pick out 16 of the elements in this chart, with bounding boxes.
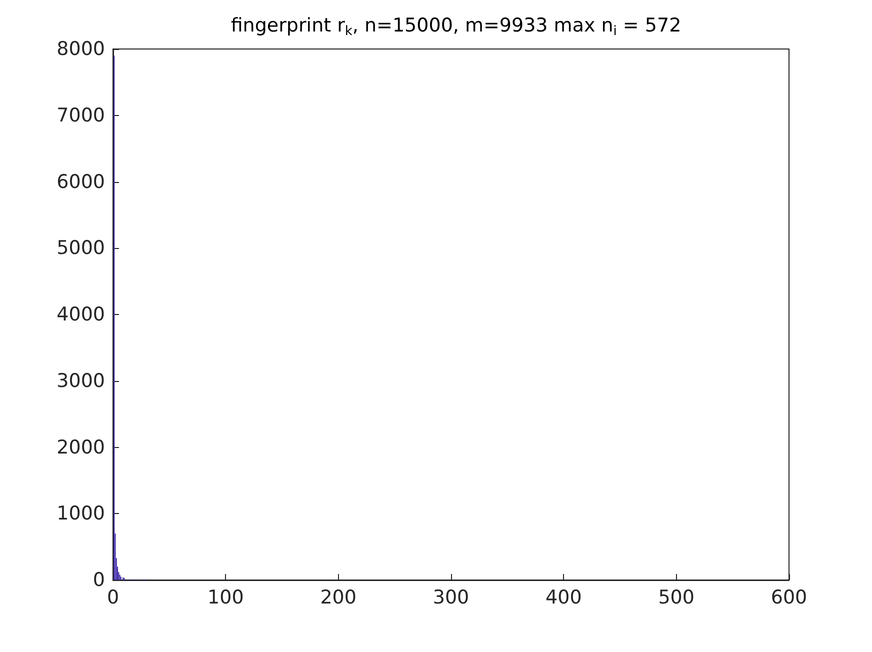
y-tick-label: 0	[92, 569, 105, 591]
x-tick-label: 100	[208, 586, 244, 608]
y-tick-label: 1000	[56, 502, 105, 525]
y-tick-label: 2000	[56, 436, 105, 458]
y-tick-label: 3000	[56, 370, 105, 392]
x-tick-label: 600	[770, 586, 808, 608]
y-tick-label: 8000	[56, 38, 105, 60]
x-tick-label: 300	[432, 586, 470, 608]
x-tick-label: 500	[658, 586, 694, 608]
y-tick-label: 7000	[56, 104, 105, 126]
y-tick-label: 6000	[56, 170, 105, 193]
x-tick-label: 200	[320, 586, 356, 608]
y-tick-label: 4000	[56, 304, 105, 326]
y-tick-label: 5000	[56, 237, 105, 260]
x-tick-label: 0	[106, 586, 120, 608]
x-tick-label: 400	[546, 586, 582, 608]
